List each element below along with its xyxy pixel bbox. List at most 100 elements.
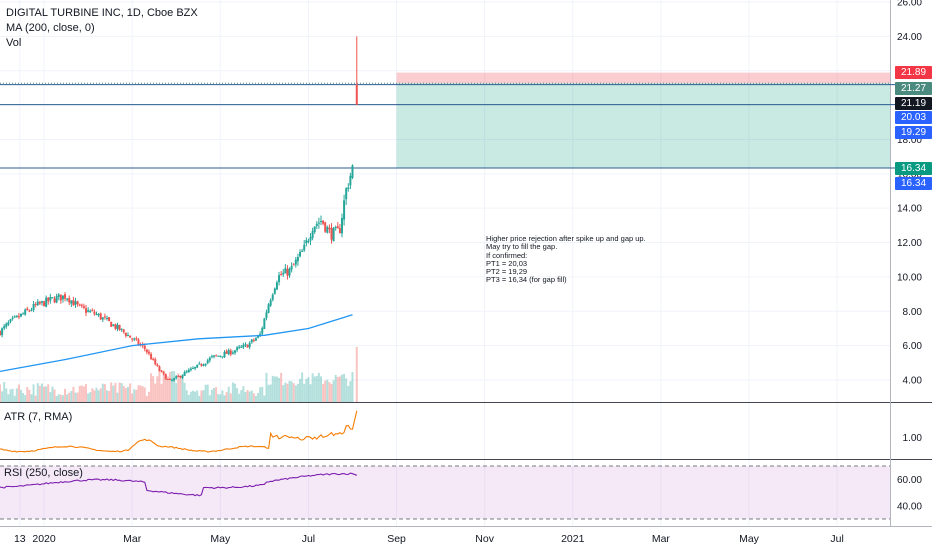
candle-body [28, 310, 31, 312]
candle-body [263, 318, 266, 329]
atr-tick-label: 1.00 [903, 433, 923, 444]
candle-body [122, 329, 125, 333]
candle-body [74, 301, 77, 305]
volume-bar [118, 382, 121, 402]
volume-bar [343, 374, 346, 402]
candle-body [59, 294, 62, 301]
candle-body [76, 301, 79, 305]
volume-bar [355, 347, 358, 402]
candle-body [183, 372, 186, 376]
candle-body [173, 378, 176, 381]
volume-bar [271, 375, 274, 402]
volume-bar [93, 390, 96, 402]
candle-body [185, 371, 188, 373]
candle-body [259, 333, 262, 336]
volume-bar [179, 378, 182, 402]
volume-bar [51, 386, 54, 402]
volume-bar [206, 384, 209, 402]
candle-body [131, 338, 134, 340]
rsi-tick-label: 60.00 [897, 475, 922, 486]
candle-body [242, 344, 245, 348]
volume-bar [26, 387, 29, 402]
candle-body [80, 304, 83, 306]
volume-bar [175, 383, 178, 402]
volume-bar [313, 376, 316, 402]
volume-bar [267, 384, 270, 402]
volume-bar [244, 392, 247, 402]
candle-body [30, 309, 33, 311]
candle-body [120, 328, 123, 330]
candle-body [233, 350, 236, 353]
volume-bar [257, 392, 260, 402]
volume-bar [40, 383, 43, 402]
volume-bar [145, 395, 148, 402]
volume-bar [85, 383, 88, 402]
volume-bar [259, 387, 262, 402]
price-tag-entry: 21.27 [895, 82, 932, 95]
candle-body [162, 371, 165, 374]
volume-bar [59, 394, 62, 402]
candle-body [154, 359, 157, 365]
candle-body [231, 352, 234, 354]
candle-body [236, 347, 239, 351]
volume-bar [347, 385, 350, 402]
volume-bar [223, 395, 226, 402]
candle-body [147, 351, 150, 354]
candle-body [280, 273, 283, 276]
volume-bar [150, 373, 153, 402]
candle-body [267, 304, 270, 313]
candle-body [116, 324, 119, 329]
candle-body [192, 367, 195, 369]
volume-bar [328, 382, 331, 402]
candle-body [257, 335, 260, 338]
volume-bar [181, 374, 184, 402]
candle-body [49, 297, 52, 301]
legend-volume: Vol [6, 37, 22, 49]
volume-bar [340, 374, 343, 402]
volume-bar [204, 384, 207, 402]
rsi-tick-label: 40.00 [897, 501, 922, 512]
volume-bar [278, 377, 281, 402]
volume-bar [202, 390, 205, 402]
volume-bar [185, 390, 188, 402]
candle-body [43, 301, 46, 307]
note-line-2: May try to fill the gap. [486, 242, 558, 252]
volume-bar [135, 389, 138, 402]
volume-bar [336, 377, 339, 402]
volume-bar [19, 389, 22, 402]
candle-body [5, 323, 8, 327]
time-tick-label: May [739, 533, 760, 545]
volume-bar [194, 391, 197, 402]
candle-body [145, 349, 148, 353]
volume-bar [269, 384, 272, 402]
volume-bar [246, 389, 249, 402]
volume-bar [240, 390, 243, 402]
volume-bar [265, 372, 268, 402]
volume-bar [9, 389, 12, 402]
candle-body [24, 309, 27, 315]
volume-bar [252, 393, 255, 402]
candle-body [126, 335, 129, 337]
volume-bar [30, 394, 33, 402]
note-line-5: PT2 = 19,29 [486, 267, 528, 277]
candle-body [179, 375, 182, 378]
volume-bar [152, 376, 155, 402]
volume-bar [334, 374, 337, 402]
volume-bar [345, 378, 348, 402]
candle-body [217, 355, 220, 357]
candle-body [320, 221, 323, 223]
candle-body [355, 84, 358, 105]
volume-bar [101, 383, 104, 402]
note-line-4: PT1 = 20,03 [486, 258, 528, 268]
volume-bar [294, 385, 297, 402]
volume-bar [103, 384, 106, 402]
candle-body [311, 231, 314, 238]
volume-bar [76, 392, 79, 402]
volume-bar [192, 390, 195, 402]
volume-bar [36, 383, 39, 402]
price-tick-label: 12.00 [897, 238, 922, 249]
candle-body [292, 264, 295, 266]
volume-bar [122, 386, 125, 402]
volume-bar [137, 385, 140, 402]
